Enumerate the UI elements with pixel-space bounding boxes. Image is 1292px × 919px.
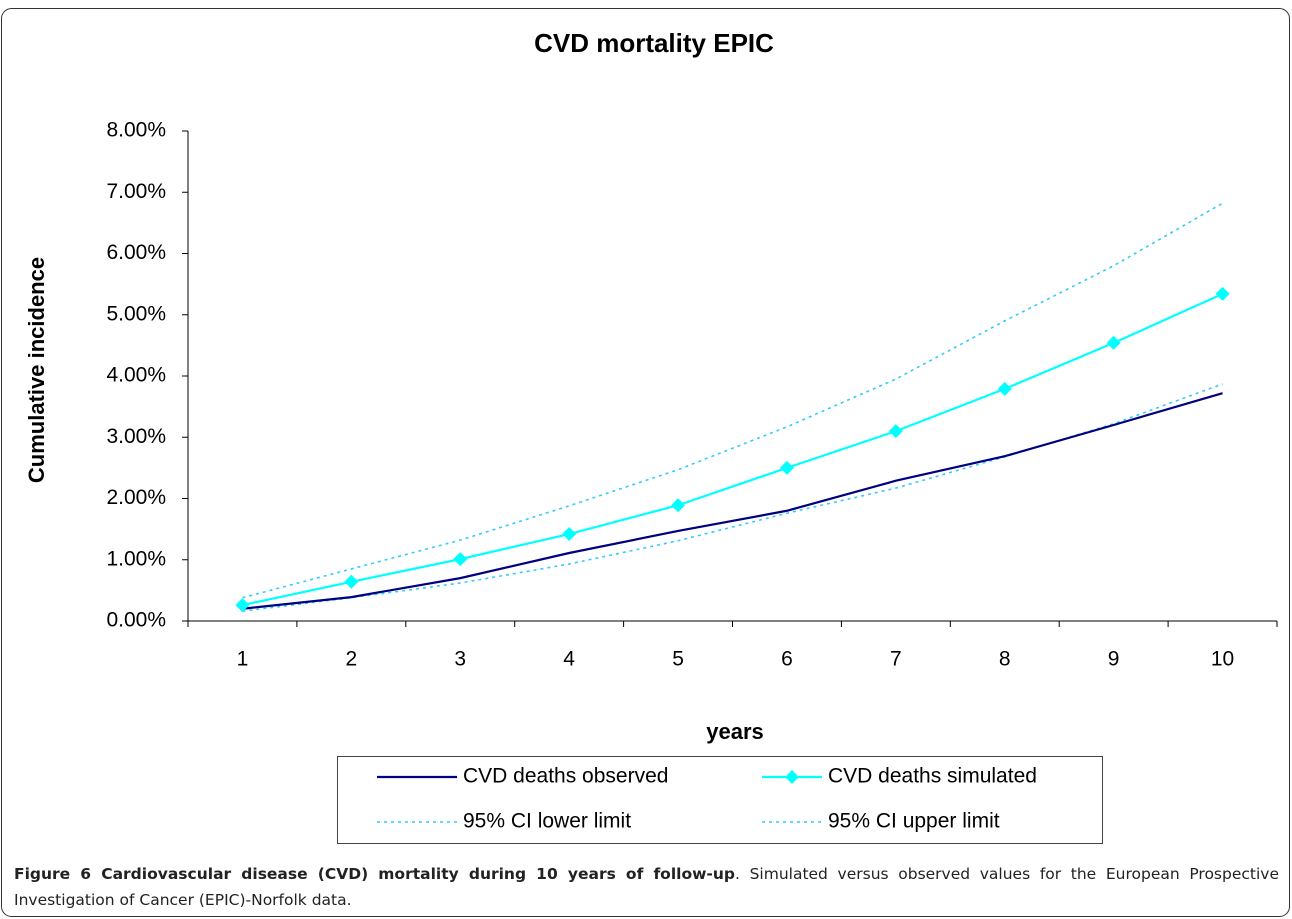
legend-label: CVD deaths observed bbox=[463, 765, 668, 788]
y-axis-label: Cumulative incidence bbox=[24, 257, 49, 483]
marker bbox=[235, 598, 250, 613]
marker bbox=[1215, 286, 1230, 301]
x-tick-label: 2 bbox=[346, 648, 358, 671]
x-tick-label: 10 bbox=[1211, 648, 1234, 671]
frame bbox=[1, 8, 1290, 917]
caption-label: Figure 6 Cardiovascular disease (CVD) mo… bbox=[14, 865, 735, 883]
legend-label: 95% CI lower limit bbox=[463, 810, 631, 833]
marker bbox=[888, 424, 903, 439]
series-line bbox=[242, 202, 1223, 599]
marker bbox=[562, 527, 577, 542]
marker bbox=[997, 381, 1012, 396]
y-tick-label: 2.00% bbox=[106, 486, 166, 509]
y-tick-label: 4.00% bbox=[106, 364, 166, 387]
x-axis-label: years bbox=[706, 719, 764, 744]
y-tick-label: 7.00% bbox=[106, 180, 166, 203]
marker bbox=[1106, 335, 1121, 350]
y-tick-label: 1.00% bbox=[106, 547, 166, 570]
x-tick-label: 3 bbox=[454, 648, 466, 671]
series-line bbox=[242, 292, 1224, 607]
y-tick-label: 0.00% bbox=[106, 609, 166, 632]
y-tick-label: 3.00% bbox=[106, 425, 166, 448]
legend-label: CVD deaths simulated bbox=[828, 765, 1037, 788]
chart-title: CVD mortality EPIC bbox=[534, 28, 774, 58]
x-tick-label: 5 bbox=[672, 648, 684, 671]
marker bbox=[779, 460, 794, 475]
x-tick-label: 4 bbox=[563, 648, 575, 671]
legend-label: 95% CI upper limit bbox=[828, 810, 1000, 833]
series-line bbox=[242, 392, 1223, 610]
y-tick-label: 5.00% bbox=[106, 302, 166, 325]
x-tick-label: 1 bbox=[237, 648, 249, 671]
caption: Figure 6 Cardiovascular disease (CVD) mo… bbox=[14, 861, 1279, 913]
marker bbox=[344, 574, 359, 589]
caption-text: . Simulated versus observed values for t… bbox=[14, 865, 1279, 909]
marker bbox=[671, 498, 686, 513]
x-tick-label: 7 bbox=[890, 648, 902, 671]
legend-marker bbox=[785, 770, 799, 784]
series-line bbox=[242, 383, 1223, 612]
legend-box bbox=[337, 756, 1103, 844]
x-tick-label: 8 bbox=[999, 648, 1011, 671]
y-tick-label: 8.00% bbox=[106, 119, 166, 142]
marker bbox=[453, 552, 468, 567]
x-tick-label: 6 bbox=[781, 648, 793, 671]
x-tick-label: 9 bbox=[1108, 648, 1120, 671]
y-tick-label: 6.00% bbox=[106, 241, 166, 264]
